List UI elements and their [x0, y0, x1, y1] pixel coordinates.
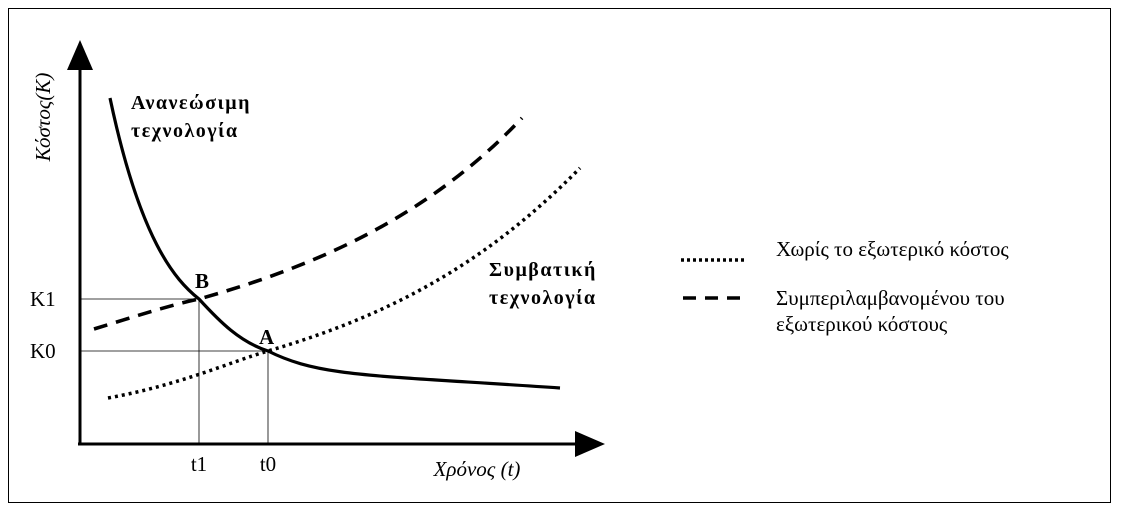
renewable-label-line2: τεχνολογία	[131, 120, 238, 142]
chart-frame	[8, 8, 1111, 503]
conventional-label-line2: τεχνολογία	[489, 287, 596, 309]
renewable-label-line1: Ανανεώσιμη	[131, 92, 251, 114]
point-label-a: A	[259, 325, 275, 349]
conventional-label-line1: Συμβατική	[489, 259, 597, 281]
series-renewable-curve	[108, 97, 561, 390]
legend-entry-with-external-cost-line2: εξωτερικού κόστους	[776, 312, 948, 336]
legend-entry-without-external-cost: Χωρίς το εξωτερικό κόστος	[776, 237, 1009, 261]
x-tick-label-t1: t1	[191, 452, 207, 476]
y-tick-label-k1: K1	[30, 287, 56, 311]
x-axis-label: Χρόνος (t)	[433, 457, 521, 481]
y-axis-label: Κόστος(K)	[31, 73, 55, 163]
point-label-b: B	[195, 269, 209, 293]
x-tick-label-t0: t0	[260, 452, 276, 476]
x-axis-arrowhead	[575, 431, 605, 457]
y-axis-arrowhead	[67, 40, 93, 70]
series-with-external-cost-curve	[93, 116, 524, 331]
y-tick-label-k0: K0	[30, 339, 56, 363]
series-without-external-cost-curve	[107, 166, 582, 400]
legend-entry-with-external-cost-line1: Συμπεριλαμβανομένου του	[776, 286, 1005, 310]
legend: Χωρίς το εξωτερικό κόστος Συμπεριλαμβανο…	[681, 237, 1009, 336]
